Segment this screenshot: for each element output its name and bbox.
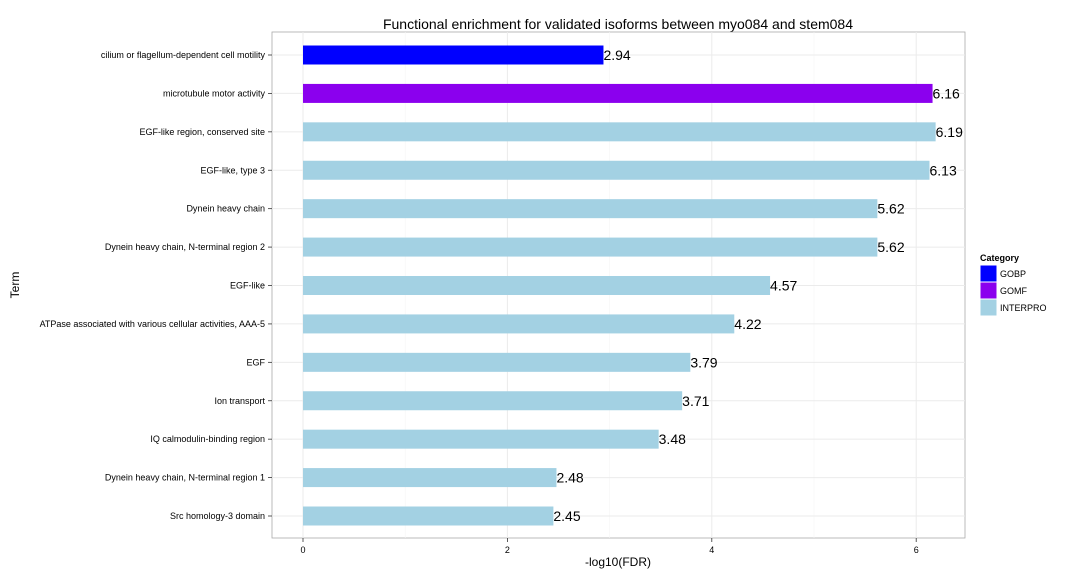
plot-panel: 2.94 6.16 6.19 6.13 5.62 5.62 4.57 4.22 3.79 3.71…	[271, 31, 966, 539]
bar-value-label: 3.48	[659, 431, 686, 447]
y-tick-label: EGF-like region, conserved site	[139, 127, 265, 137]
bar-value-label: 2.45	[553, 508, 580, 524]
x-tick-label: 2	[505, 545, 510, 555]
y-tick-label: microtubule motor activity	[163, 88, 266, 98]
bar	[303, 122, 936, 142]
x-tick-label: 0	[300, 545, 305, 555]
bar	[303, 506, 554, 526]
bar-value-label: 2.94	[603, 47, 630, 63]
data-labels-group: 2.94 6.16 6.19 6.13 5.62 5.62 4.57 4.22 3.79 3.71…	[553, 47, 963, 524]
legend-entry-label: GOBP	[1000, 269, 1026, 279]
bar	[303, 391, 683, 411]
chart-title: Functional enrichment for validated isof…	[383, 16, 853, 32]
x-tick-label: 6	[914, 545, 919, 555]
y-tick-label: Dynein heavy chain, N-terminal region 2	[105, 242, 265, 252]
y-tick-label: EGF	[246, 357, 265, 367]
bar	[303, 468, 557, 488]
y-tick-label: Ion transport	[214, 396, 265, 406]
legend-swatch	[979, 298, 998, 317]
bar	[303, 199, 878, 219]
bars-group	[303, 45, 936, 526]
legend-title: Category	[980, 253, 1019, 263]
y-tick-label: Dynein heavy chain	[186, 204, 265, 214]
bar-value-label: 5.62	[877, 201, 904, 217]
bar-value-label: 5.62	[877, 239, 904, 255]
bar-value-label: 6.19	[936, 124, 963, 140]
bar-value-label: 3.79	[690, 354, 717, 370]
legend-swatch	[979, 281, 998, 300]
y-tick-label: Dynein heavy chain, N-terminal region 1	[105, 473, 265, 483]
bar-value-label: 3.71	[682, 393, 709, 409]
y-axis: cilium or flagellum-dependent cell motil…	[40, 50, 272, 521]
legend-swatch	[979, 264, 998, 283]
bar	[303, 45, 604, 65]
y-axis-title: Term	[8, 272, 22, 299]
bar	[303, 160, 930, 180]
bar-value-label: 6.13	[929, 162, 956, 178]
bar	[303, 276, 771, 295]
bar	[303, 83, 933, 103]
bar-value-label: 2.48	[556, 470, 583, 486]
bar	[303, 314, 735, 334]
y-tick-label: Src homology-3 domain	[170, 511, 265, 521]
legend-entry-label: INTERPRO	[1000, 303, 1047, 313]
x-axis: 0 2 4 6	[300, 538, 919, 555]
x-tick-label: 4	[709, 545, 714, 555]
legend-items: GOBP GOMF INTERPRO	[979, 264, 1047, 317]
legend: Category GOBP GOMF INTERPRO	[979, 253, 1047, 317]
bar-value-label: 4.57	[770, 278, 797, 294]
y-tick-label: EGF-like, type 3	[200, 165, 265, 175]
bar	[303, 429, 659, 449]
y-tick-label: IQ calmodulin-binding region	[150, 434, 265, 444]
bar	[303, 352, 691, 372]
y-tick-label: cilium or flagellum-dependent cell motil…	[101, 50, 266, 60]
bar-value-label: 4.22	[734, 316, 761, 332]
bar	[303, 237, 878, 257]
y-tick-label: EGF-like	[230, 281, 265, 291]
x-axis-title: -log10(FDR)	[585, 555, 651, 569]
y-tick-label: ATPase associated with various cellular …	[40, 319, 265, 329]
bar-value-label: 6.16	[933, 85, 960, 101]
legend-entry-label: GOMF	[1000, 286, 1027, 296]
